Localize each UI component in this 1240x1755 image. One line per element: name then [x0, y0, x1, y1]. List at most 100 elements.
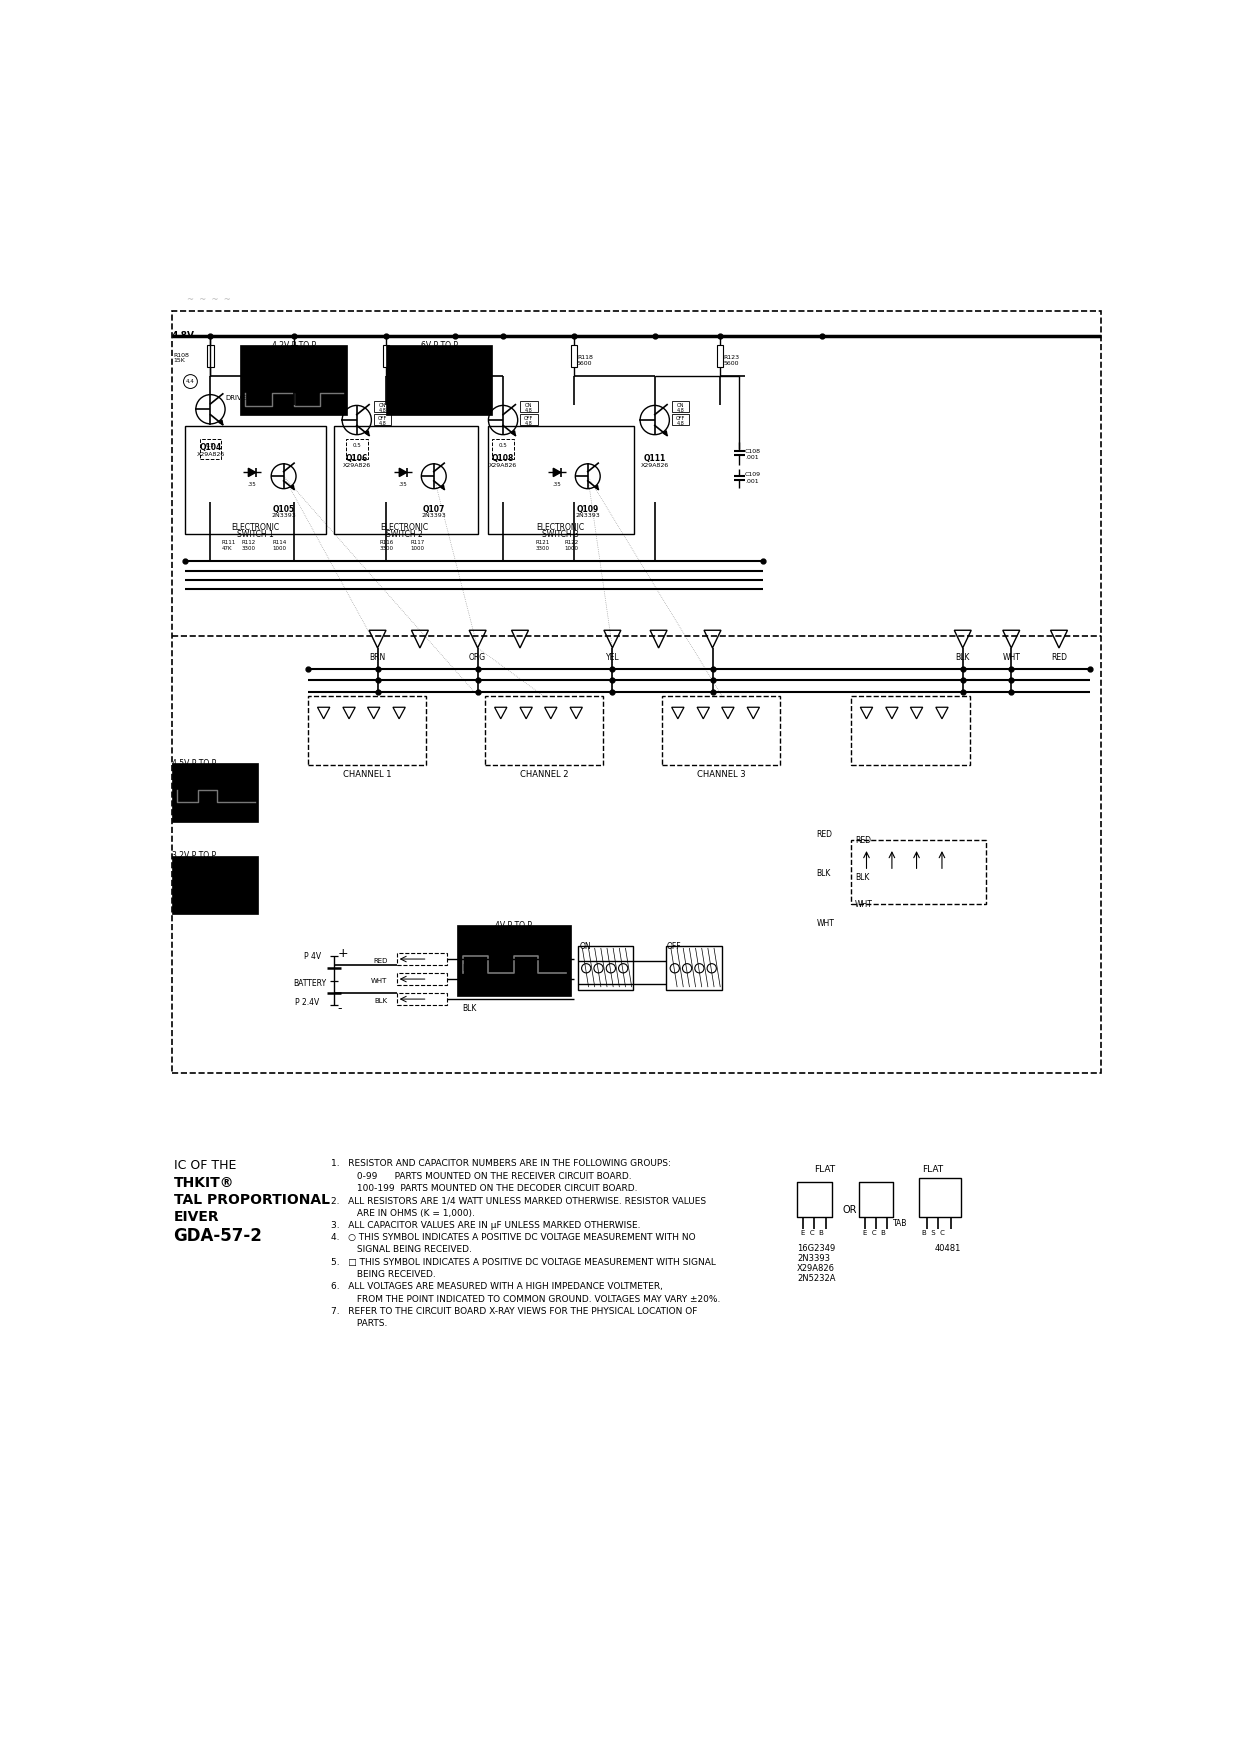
Bar — [207, 346, 213, 367]
Text: ON: ON — [580, 942, 591, 951]
Polygon shape — [248, 469, 255, 477]
Polygon shape — [910, 707, 923, 720]
Text: ORG: ORG — [469, 653, 486, 662]
Text: SIGNAL BEING RECEIVED.: SIGNAL BEING RECEIVED. — [331, 1246, 472, 1255]
Text: Q105: Q105 — [273, 505, 295, 514]
Bar — [373, 400, 392, 412]
Text: 2N3393: 2N3393 — [272, 512, 296, 518]
Text: R111: R111 — [221, 541, 236, 546]
Text: P 4V: P 4V — [304, 953, 321, 962]
Text: BATTERY: BATTERY — [293, 979, 326, 988]
Text: 5600: 5600 — [296, 362, 312, 365]
Text: R112: R112 — [242, 541, 255, 546]
Bar — [520, 414, 538, 425]
Polygon shape — [343, 707, 355, 720]
Text: CHANNEL 2: CHANNEL 2 — [521, 770, 569, 779]
Text: EIVER: EIVER — [174, 1209, 219, 1223]
Text: GDA-57-2: GDA-57-2 — [174, 1227, 263, 1244]
Text: OFF: OFF — [377, 416, 387, 421]
Text: R113: R113 — [389, 355, 405, 360]
Text: WHT: WHT — [816, 920, 835, 928]
Text: 4.8: 4.8 — [676, 421, 684, 426]
Text: FLAT: FLAT — [921, 1165, 944, 1174]
Text: 4.8V: 4.8V — [172, 330, 195, 340]
Text: ON: ON — [676, 404, 684, 409]
Text: 4.   ○ THIS SYMBOL INDICATES A POSITIVE DC VOLTAGE MEASUREMENT WITH NO: 4. ○ THIS SYMBOL INDICATES A POSITIVE DC… — [331, 1234, 696, 1243]
Text: 4.4: 4.4 — [186, 379, 195, 384]
Text: R108: R108 — [174, 353, 190, 358]
Text: SWITCH 1: SWITCH 1 — [237, 530, 274, 539]
Text: .35: .35 — [553, 481, 562, 486]
Polygon shape — [697, 707, 709, 720]
Polygon shape — [722, 707, 734, 720]
Text: E  C  B: E C B — [801, 1230, 823, 1236]
Text: IC OF THE: IC OF THE — [174, 1160, 236, 1172]
Text: RED: RED — [816, 830, 832, 839]
Text: .001: .001 — [745, 456, 759, 460]
Text: 2.   ALL RESISTORS ARE 1/4 WATT UNLESS MARKED OTHERWISE. RESISTOR VALUES: 2. ALL RESISTORS ARE 1/4 WATT UNLESS MAR… — [331, 1197, 707, 1206]
Text: WHT: WHT — [463, 985, 480, 993]
Text: 4.2V P TO P: 4.2V P TO P — [272, 342, 316, 351]
Bar — [200, 439, 221, 460]
Text: Q111: Q111 — [644, 455, 666, 463]
Text: CHANNEL 3: CHANNEL 3 — [697, 770, 746, 779]
Polygon shape — [412, 630, 428, 648]
Text: THKIT®: THKIT® — [174, 1176, 234, 1190]
Text: 4.8: 4.8 — [525, 407, 532, 412]
Text: B  S  C: B S C — [921, 1230, 945, 1236]
Text: WHT: WHT — [854, 900, 873, 909]
Text: 4.8: 4.8 — [378, 407, 386, 412]
Text: OFF: OFF — [523, 416, 533, 421]
Text: OFF: OFF — [666, 942, 681, 951]
Text: ELECTRONIC: ELECTRONIC — [381, 523, 429, 532]
Text: 4.8: 4.8 — [676, 407, 684, 412]
Text: R121: R121 — [536, 541, 549, 546]
Text: 47K: 47K — [221, 546, 232, 551]
Text: 1000: 1000 — [272, 546, 286, 551]
Polygon shape — [955, 630, 971, 648]
Text: FLAT: FLAT — [815, 1165, 836, 1174]
Bar — [397, 972, 446, 985]
Polygon shape — [570, 707, 583, 720]
Polygon shape — [861, 707, 873, 720]
Text: ON: ON — [378, 404, 386, 409]
Polygon shape — [663, 430, 667, 435]
Text: RED: RED — [463, 963, 479, 972]
Polygon shape — [399, 469, 407, 477]
Text: RED: RED — [1052, 653, 1066, 662]
Bar — [717, 346, 723, 367]
Bar — [851, 695, 971, 765]
Text: CHANNEL 1: CHANNEL 1 — [343, 770, 392, 779]
Text: 5600: 5600 — [723, 362, 739, 365]
Text: R114: R114 — [272, 541, 286, 546]
Text: 6.   ALL VOLTAGES ARE MEASURED WITH A HIGH IMPEDANCE VOLTMETER,: 6. ALL VOLTAGES ARE MEASURED WITH A HIGH… — [331, 1283, 663, 1292]
Polygon shape — [544, 707, 557, 720]
Text: R118: R118 — [577, 355, 593, 360]
Text: YEL: YEL — [605, 653, 619, 662]
Bar — [520, 400, 538, 412]
Text: BLK: BLK — [374, 997, 388, 1004]
Text: 1000: 1000 — [410, 546, 424, 551]
Bar — [672, 400, 689, 412]
Polygon shape — [512, 630, 528, 648]
Text: FROM THE POINT INDICATED TO COMMON GROUND. VOLTAGES MAY VARY ±20%.: FROM THE POINT INDICATED TO COMMON GROUN… — [331, 1295, 720, 1304]
Text: R123: R123 — [723, 355, 739, 360]
Text: Q106: Q106 — [346, 455, 368, 463]
Bar — [309, 695, 427, 765]
Text: 4.8: 4.8 — [378, 421, 386, 426]
Text: 40481: 40481 — [934, 1244, 961, 1253]
Text: BLK: BLK — [816, 869, 831, 878]
Bar — [172, 856, 258, 914]
Text: 4.8: 4.8 — [525, 421, 532, 426]
Bar — [662, 695, 780, 765]
Bar — [397, 953, 446, 965]
Text: X29A826: X29A826 — [797, 1264, 836, 1272]
Bar — [172, 311, 1101, 1072]
Polygon shape — [650, 630, 667, 648]
Text: 0.5: 0.5 — [206, 444, 215, 448]
Text: ELECTRONIC: ELECTRONIC — [537, 523, 585, 532]
Bar — [373, 414, 392, 425]
Text: 15K: 15K — [174, 358, 185, 363]
Text: RED: RED — [373, 958, 388, 963]
Text: 0-99      PARTS MOUNTED ON THE RECEIVER CIRCUIT BOARD.: 0-99 PARTS MOUNTED ON THE RECEIVER CIRCU… — [331, 1172, 632, 1181]
